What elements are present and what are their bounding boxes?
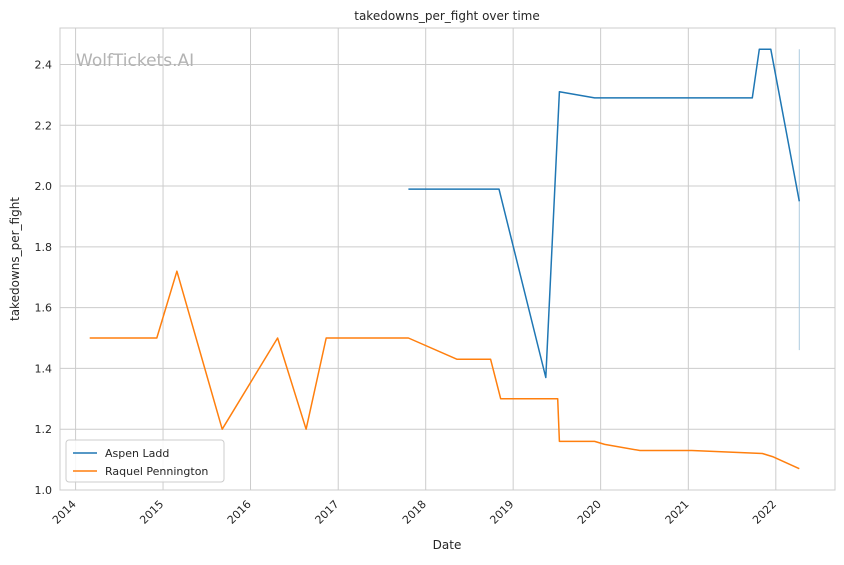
- x-tick-label: 2018: [400, 498, 429, 527]
- x-tick-label: 2019: [487, 498, 516, 527]
- x-tick-label: 2017: [313, 498, 342, 527]
- legend: Aspen Ladd Raquel Pennington: [65, 439, 225, 483]
- chart-title: takedowns_per_fight over time: [354, 9, 540, 23]
- x-tick-label: 2020: [575, 498, 604, 527]
- x-tick-label: 2014: [50, 498, 79, 527]
- series-layer: [89, 48, 801, 470]
- y-tick-label: 1.8: [35, 241, 53, 254]
- series-line-raquel-pennington: [89, 270, 800, 470]
- y-tick-label: 2.0: [35, 180, 53, 193]
- y-tick-label: 1.0: [35, 484, 53, 497]
- y-tick-label: 1.4: [35, 362, 53, 375]
- series-line-aspen-ladd: [408, 48, 801, 379]
- y-axis-ticks: 1.0 1.2 1.4 1.6 1.8 2.0 2.2 2.4: [35, 58, 53, 497]
- watermark: WolfTickets.AI: [76, 51, 194, 71]
- x-tick-label: 2015: [137, 498, 166, 527]
- y-axis-label: takedowns_per_fight: [8, 197, 22, 321]
- legend-label: Aspen Ladd: [105, 447, 169, 460]
- legend-label: Raquel Pennington: [105, 465, 208, 478]
- x-tick-label: 2016: [225, 498, 254, 527]
- y-tick-label: 2.2: [35, 119, 53, 132]
- x-tick-label: 2021: [663, 498, 692, 527]
- y-tick-label: 1.6: [35, 302, 53, 315]
- x-axis-ticks: 2014 2015 2016 2017 2018 2019 2020 2021 2022: [50, 498, 779, 527]
- grid: [60, 28, 835, 491]
- x-axis-label: Date: [433, 538, 462, 552]
- y-tick-label: 2.4: [35, 58, 53, 71]
- plot-area: [59, 27, 836, 491]
- x-tick-label: 2022: [750, 498, 779, 527]
- y-tick-label: 1.2: [35, 423, 53, 436]
- legend-box: [65, 439, 225, 483]
